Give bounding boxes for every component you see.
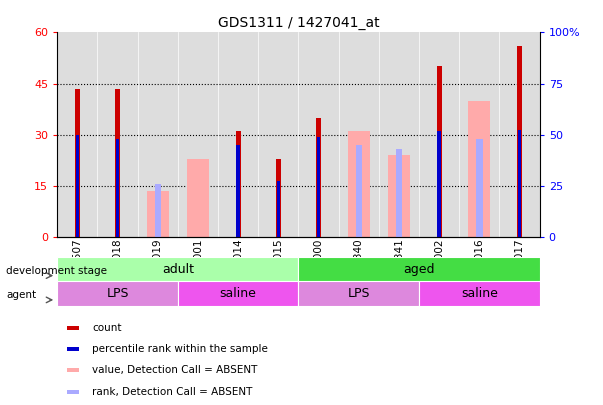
Text: count: count [92, 323, 121, 333]
Bar [115, 89, 120, 237]
Bar [298, 257, 540, 281]
Bar [469, 100, 490, 237]
Bar [388, 155, 410, 237]
Bar [476, 139, 482, 237]
Bar [76, 134, 79, 237]
Bar [236, 131, 241, 237]
Bar [57, 257, 298, 281]
Bar [236, 145, 240, 237]
Text: LPS: LPS [106, 287, 129, 300]
Bar [298, 281, 419, 306]
Bar [147, 191, 169, 237]
Bar [438, 130, 441, 237]
Bar [154, 184, 161, 237]
Text: agent: agent [6, 290, 36, 300]
Bar [518, 130, 521, 237]
Text: value, Detection Call = ABSENT: value, Detection Call = ABSENT [92, 365, 257, 375]
Bar [67, 390, 79, 394]
Bar [57, 281, 178, 306]
Bar [75, 89, 80, 237]
Text: adult: adult [162, 263, 194, 276]
Bar [277, 181, 280, 237]
Bar [67, 347, 79, 351]
Bar [178, 281, 298, 306]
Bar [437, 66, 441, 237]
Bar [67, 368, 79, 371]
Text: development stage: development stage [6, 266, 107, 275]
Bar [517, 46, 522, 237]
Bar [116, 139, 119, 237]
Text: saline: saline [219, 287, 257, 300]
Bar [356, 145, 362, 237]
Bar [396, 149, 402, 237]
Bar [316, 117, 321, 237]
Bar [348, 131, 370, 237]
Text: rank, Detection Call = ABSENT: rank, Detection Call = ABSENT [92, 387, 252, 397]
Text: percentile rank within the sample: percentile rank within the sample [92, 344, 268, 354]
Title: GDS1311 / 1427041_at: GDS1311 / 1427041_at [218, 16, 379, 30]
Bar [419, 281, 540, 306]
Bar [187, 158, 209, 237]
Bar [317, 137, 320, 237]
Text: LPS: LPS [347, 287, 370, 300]
Text: saline: saline [461, 287, 498, 300]
Bar [67, 326, 79, 330]
Bar [276, 158, 281, 237]
Text: aged: aged [403, 263, 435, 276]
